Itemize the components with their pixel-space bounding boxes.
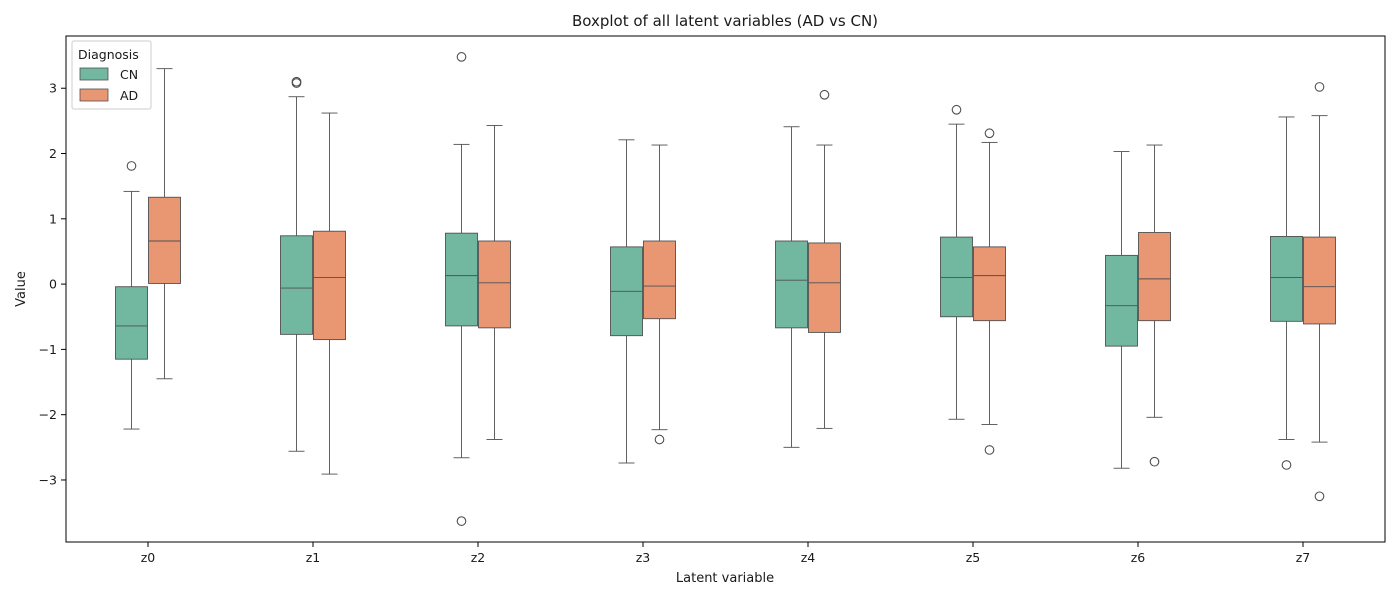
iqr-box	[643, 240, 676, 320]
box-ad-z4	[808, 89, 841, 429]
y-tick-label: 0	[49, 277, 57, 292]
chart-title: Boxplot of all latent variables (AD vs C…	[572, 12, 878, 30]
iqr-box	[445, 232, 478, 327]
outlier-point	[654, 434, 665, 445]
box-ad-z2	[478, 124, 511, 440]
box-ad-z1	[313, 112, 346, 475]
box-cn-z5	[940, 104, 973, 420]
box-cn-z6	[1105, 151, 1138, 469]
box-ad-z3	[643, 144, 676, 445]
outlier-point	[984, 128, 995, 139]
iqr-box	[280, 235, 313, 335]
box-cn-z3	[610, 139, 643, 464]
x-tick-label-z2: z2	[471, 550, 486, 565]
y-tick-label: 2	[49, 146, 57, 161]
outlier-point	[1281, 460, 1292, 470]
box-cn-z7	[1270, 116, 1303, 470]
iqr-box	[973, 246, 1006, 322]
y-tick-label: −2	[39, 407, 57, 422]
y-tick-label: 1	[49, 211, 57, 226]
iqr-box	[775, 240, 808, 329]
outlier-point	[819, 89, 830, 100]
outlier-point	[456, 516, 467, 526]
box-ad-z7	[1303, 82, 1336, 502]
x-tick-label-z5: z5	[966, 550, 981, 565]
outlier-point	[126, 161, 137, 171]
x-tick-label-z7: z7	[1296, 550, 1311, 565]
outlier-point	[951, 104, 962, 115]
box-cn-z0	[115, 161, 148, 430]
box-ad-z5	[973, 128, 1006, 455]
box-cn-z1	[280, 76, 313, 452]
iqr-box	[148, 196, 181, 284]
iqr-box	[115, 286, 148, 360]
outlier-point	[1314, 82, 1325, 92]
x-axis-title: Latent variable	[676, 571, 774, 586]
iqr-box	[940, 236, 973, 318]
iqr-box	[1270, 235, 1303, 322]
legend-swatch-ad	[79, 88, 109, 102]
box-ad-z0	[148, 68, 181, 380]
axes: −3 −2 −1 0 1 2 3 z0 z1 z2 z3 z4 z5 z6 z7	[39, 81, 1311, 565]
legend: Diagnosis CN AD	[71, 40, 152, 110]
plot-frame	[65, 35, 1386, 543]
y-tick-label: −1	[39, 342, 57, 357]
y-axis-title: Value	[14, 271, 29, 307]
iqr-box	[808, 242, 841, 333]
x-tick-label-z4: z4	[801, 550, 816, 565]
x-tick-label-z0: z0	[141, 550, 156, 565]
y-tick-label: 3	[49, 81, 57, 96]
legend-label-ad: AD	[120, 88, 138, 103]
outlier-point	[1149, 456, 1160, 467]
outlier-point	[1314, 491, 1325, 502]
iqr-box	[1303, 236, 1336, 325]
legend-swatch-cn	[79, 67, 109, 81]
plot-area	[115, 52, 1336, 526]
box-ad-z6	[1138, 144, 1171, 467]
x-tick-label-z6: z6	[1131, 550, 1146, 565]
y-tick-label: −3	[39, 472, 57, 487]
outlier-point	[456, 52, 467, 62]
legend-label-cn: CN	[120, 67, 138, 82]
legend-title: Diagnosis	[78, 47, 139, 62]
x-tick-label-z1: z1	[306, 550, 321, 565]
x-tick-label-z3: z3	[636, 550, 651, 565]
box-cn-z4	[775, 126, 808, 448]
outlier-point	[984, 445, 995, 455]
iqr-box	[478, 240, 511, 329]
outlier-point	[291, 76, 302, 87]
iqr-box	[1105, 254, 1138, 347]
iqr-box	[1138, 232, 1171, 322]
iqr-box	[313, 230, 346, 341]
box-cn-z2	[445, 52, 478, 526]
